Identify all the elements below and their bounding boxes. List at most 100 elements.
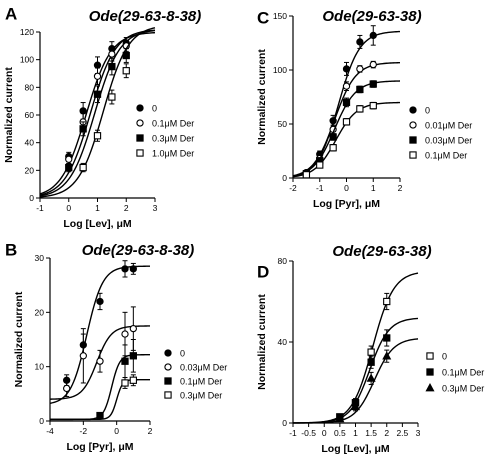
legend-marker — [409, 106, 417, 114]
data-point — [65, 155, 73, 163]
panel-letter: A — [5, 4, 17, 23]
y-axis-title: Normalized current — [3, 67, 15, 163]
data-point — [316, 161, 324, 169]
legend-marker — [426, 368, 434, 376]
data-point — [342, 65, 351, 73]
y-tick-label: 0 — [39, 416, 44, 426]
legend-label: 0.01μM Der — [425, 121, 472, 131]
legend-marker — [164, 391, 172, 399]
x-axis-title: Log [Lev], μM — [321, 443, 390, 455]
x-tick-label: 3 — [153, 203, 158, 213]
y-tick-label: 100 — [20, 55, 34, 65]
panel-title: Ode(29-63-8-38) — [89, 8, 202, 25]
legend-label: 0.1μM Der — [425, 151, 467, 161]
x-axis-title: Log [Lev], μM — [63, 218, 132, 230]
data-point — [350, 401, 361, 411]
fit-curve — [39, 27, 156, 198]
data-point — [122, 67, 130, 75]
fit-curve — [292, 80, 401, 177]
x-tick-label: 1 — [371, 183, 376, 193]
legend-label: 0 — [152, 104, 157, 114]
legend-marker — [164, 349, 172, 357]
legend-label: 0.3μM Der — [180, 391, 222, 401]
y-tick-label: 80 — [278, 256, 288, 266]
data-point — [96, 411, 104, 420]
data-point — [96, 357, 104, 365]
y-axis-title: Normalized current — [13, 291, 25, 387]
legend-label: 0.3μM Der — [442, 384, 484, 394]
panel-title: Ode(29-63-38) — [332, 243, 431, 260]
panel-letter: B — [5, 240, 17, 259]
x-tick-label: 1 — [353, 428, 358, 438]
legend-label: 0.3μM Der — [152, 134, 194, 144]
x-tick-label: 2 — [148, 426, 153, 436]
data-point — [79, 125, 87, 133]
y-tick-label: 60 — [25, 110, 35, 120]
x-tick-label: -1 — [289, 428, 297, 438]
data-point — [121, 357, 129, 365]
data-point — [93, 132, 102, 140]
y-tick-label: 150 — [273, 11, 287, 21]
y-tick-label: 120 — [20, 27, 34, 37]
y-axis-title: Normalized current — [256, 49, 268, 145]
fit-curve — [39, 29, 156, 196]
data-point — [129, 376, 137, 384]
y-axis-title: Normalized current — [256, 294, 268, 390]
legend-marker — [136, 119, 144, 127]
x-tick-label: 1.5 — [365, 428, 377, 438]
data-point — [121, 330, 129, 338]
x-tick-label: 0 — [114, 426, 119, 436]
x-tick-label: 2 — [124, 203, 129, 213]
data-point — [63, 384, 71, 393]
y-tick-label: 100 — [273, 65, 287, 75]
data-point — [369, 60, 377, 69]
legend-marker — [425, 383, 435, 392]
data-point — [369, 80, 377, 88]
legend-marker — [136, 104, 144, 112]
legend-marker — [164, 377, 172, 385]
y-tick-label: 0 — [282, 173, 287, 183]
data-point — [367, 358, 375, 366]
y-tick-label: 40 — [25, 138, 35, 148]
legend-label: 0 — [425, 106, 430, 116]
panel-letter: C — [257, 8, 269, 27]
x-tick-label: 2.5 — [396, 428, 408, 438]
series-2 — [39, 29, 156, 197]
legend-marker — [136, 134, 144, 142]
series-0 — [39, 31, 156, 195]
legend-marker — [164, 363, 172, 371]
legend-marker — [136, 149, 144, 157]
series-1 — [49, 306, 151, 400]
legend-marker — [426, 352, 434, 360]
data-point — [329, 144, 337, 152]
data-point — [121, 265, 129, 273]
data-point — [369, 101, 377, 110]
data-point — [79, 163, 87, 172]
data-point — [356, 38, 364, 46]
legend-label: 0.03μM Der — [425, 136, 472, 146]
y-tick-label: 0 — [29, 193, 34, 203]
x-tick-label: 0 — [66, 203, 71, 213]
data-point — [93, 72, 102, 80]
x-tick-label: 1 — [95, 203, 100, 213]
legend-label: 0.1μM Der — [152, 119, 194, 129]
y-tick-label: 30 — [35, 253, 45, 263]
x-tick-label: 2 — [384, 428, 389, 438]
y-tick-label: 50 — [278, 119, 288, 129]
y-tick-label: 40 — [278, 337, 288, 347]
x-tick-label: 0 — [322, 428, 327, 438]
x-tick-label: -0.5 — [301, 428, 316, 438]
fit-curve — [292, 101, 401, 178]
y-tick-label: 0 — [282, 418, 287, 428]
x-tick-label: -4 — [46, 426, 54, 436]
y-tick-label: 20 — [35, 307, 45, 317]
x-axis-title: Log [Pyr], μM — [313, 198, 380, 210]
x-tick-label: 3 — [416, 428, 421, 438]
data-point — [93, 90, 102, 98]
y-tick-label: 20 — [25, 165, 35, 175]
data-point — [302, 171, 311, 179]
data-point — [383, 297, 391, 306]
x-tick-label: 2 — [398, 183, 403, 193]
